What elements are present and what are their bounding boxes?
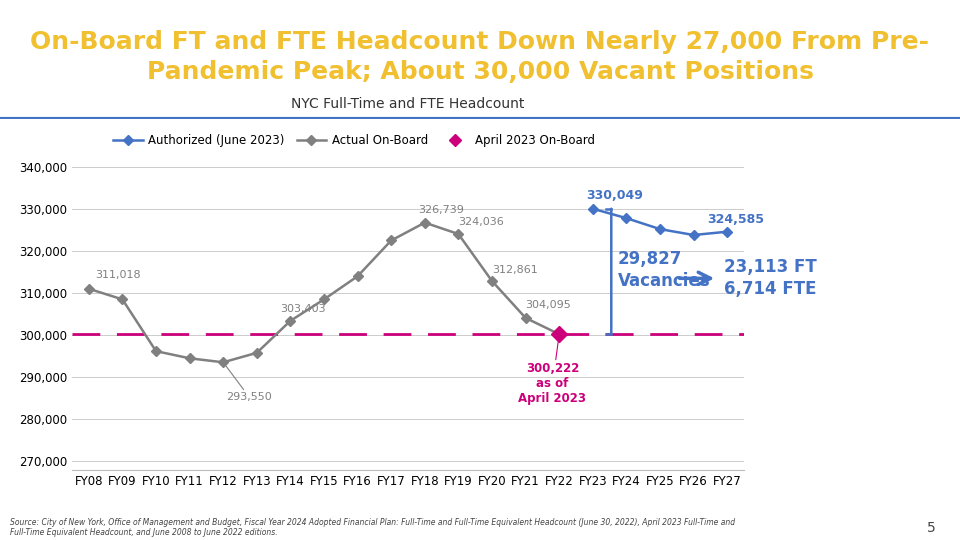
Text: 324,036: 324,036 <box>458 217 504 227</box>
Text: Source: City of New York, Office of Management and Budget, Fiscal Year 2024 Adop: Source: City of New York, Office of Mana… <box>10 518 734 537</box>
Text: 304,095: 304,095 <box>525 300 571 310</box>
Text: On-Board FT and FTE Headcount Down Nearly 27,000 From Pre-
Pandemic Peak; About : On-Board FT and FTE Headcount Down Nearl… <box>31 30 929 84</box>
Text: NYC Full-Time and FTE Headcount: NYC Full-Time and FTE Headcount <box>291 97 525 111</box>
Text: 23,113 FT
6,714 FTE: 23,113 FT 6,714 FTE <box>724 258 817 299</box>
FancyArrowPatch shape <box>680 272 710 285</box>
Text: 29,827
Vacancies: 29,827 Vacancies <box>618 250 710 290</box>
Text: 293,550: 293,550 <box>223 362 273 402</box>
Text: 330,049: 330,049 <box>586 189 643 202</box>
Text: 5: 5 <box>927 521 936 535</box>
Text: 311,018: 311,018 <box>95 271 141 280</box>
Text: 303,403: 303,403 <box>280 303 326 314</box>
Text: 324,585: 324,585 <box>707 213 764 226</box>
Legend: Authorized (June 2023), Actual On-Board, April 2023 On-Board: Authorized (June 2023), Actual On-Board,… <box>108 129 600 151</box>
Text: 312,861: 312,861 <box>492 265 538 275</box>
Text: 300,222
as of
April 2023: 300,222 as of April 2023 <box>518 339 587 406</box>
Text: 326,739: 326,739 <box>419 205 464 215</box>
